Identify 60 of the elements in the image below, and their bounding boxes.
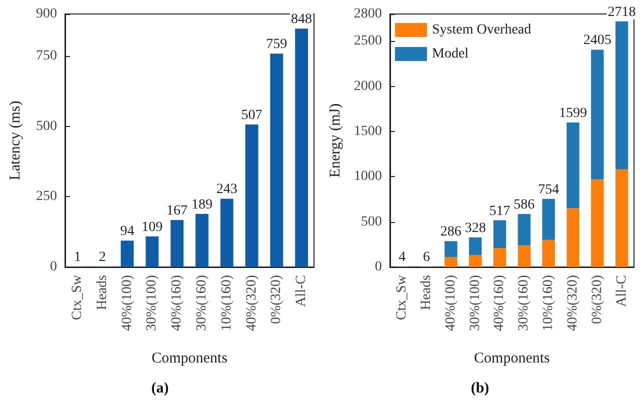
data-label: 109 xyxy=(142,220,163,235)
x-axis-title: Components xyxy=(152,350,228,366)
y-axis-title: Latency (ms) xyxy=(8,100,24,180)
x-tick-label: 0%(320) xyxy=(269,274,284,324)
y-tick-label: 500 xyxy=(360,214,382,230)
data-label: 167 xyxy=(166,204,188,219)
y-tick-label: 0 xyxy=(50,260,57,274)
data-label: 1 xyxy=(74,250,81,266)
y-tick-label: 2500 xyxy=(354,34,382,49)
x-axis-title: Components xyxy=(474,350,550,366)
y-tick-label: 750 xyxy=(36,48,57,64)
text: (a) xyxy=(151,380,169,396)
y-tick-label: 900 xyxy=(36,6,57,22)
x-tick-label: All-C xyxy=(614,275,630,307)
x-tick-label: 30%(100) xyxy=(144,274,160,331)
total-label: 4 xyxy=(398,250,406,266)
x-tick-label: 40%(320) xyxy=(244,274,260,331)
data-label: 94 xyxy=(120,224,134,240)
x-tick-label: 40%(160) xyxy=(170,274,185,331)
x-tick-label: 30%(160) xyxy=(194,274,210,331)
y-tick-label: 2800 xyxy=(354,6,382,22)
total-label: 328 xyxy=(464,220,486,236)
total-label: 2718 xyxy=(608,4,636,20)
total-label: 286 xyxy=(440,224,462,240)
x-tick-label: 40%(160) xyxy=(492,274,508,331)
y-axis-title: Energy (mJ) xyxy=(328,103,344,178)
data-label: 243 xyxy=(216,182,238,198)
total-label: 1599 xyxy=(558,106,587,122)
total-label: 2405 xyxy=(583,33,612,48)
y-tick-label: 1500 xyxy=(354,124,382,139)
data-label: 848 xyxy=(291,12,312,28)
legend-label: System Overhead xyxy=(432,22,532,38)
x-tick-label: 30%(100) xyxy=(468,274,483,331)
data-label: 189 xyxy=(191,197,212,212)
x-tick-label: Heads xyxy=(419,275,434,310)
y-tick-label: 250 xyxy=(36,189,57,204)
text: (b) xyxy=(470,380,490,396)
data-label: 2 xyxy=(98,250,106,265)
x-tick-label: 40%(100) xyxy=(120,274,135,331)
y-tick-label: 500 xyxy=(36,118,57,134)
legend-label: Model xyxy=(432,46,469,62)
x-tick-label: Ctx_Sw xyxy=(70,274,85,320)
y-tick-label: 0 xyxy=(374,260,382,274)
x-tick-label: Heads xyxy=(94,275,110,310)
data-label: 759 xyxy=(266,37,288,52)
x-tick-label: 40%(320) xyxy=(565,274,580,331)
x-tick-label: 30%(160) xyxy=(516,274,532,331)
total-label: 6 xyxy=(423,250,430,265)
x-tick-label: 10%(160) xyxy=(219,274,234,331)
data-label: 507 xyxy=(241,108,262,123)
x-tick-label: 10%(160) xyxy=(541,274,556,331)
total-label: 586 xyxy=(514,198,535,213)
x-tick-label: Ctx_Sw xyxy=(394,274,410,320)
y-tick-label: 2000 xyxy=(354,78,382,94)
x-tick-label: 40%(100) xyxy=(443,274,458,331)
total-label: 517 xyxy=(489,204,510,219)
x-tick-label: 0%(320) xyxy=(590,274,605,324)
total-label: 754 xyxy=(538,182,560,198)
y-tick-label: 1000 xyxy=(354,169,382,184)
x-tick-label: All-C xyxy=(294,275,310,307)
